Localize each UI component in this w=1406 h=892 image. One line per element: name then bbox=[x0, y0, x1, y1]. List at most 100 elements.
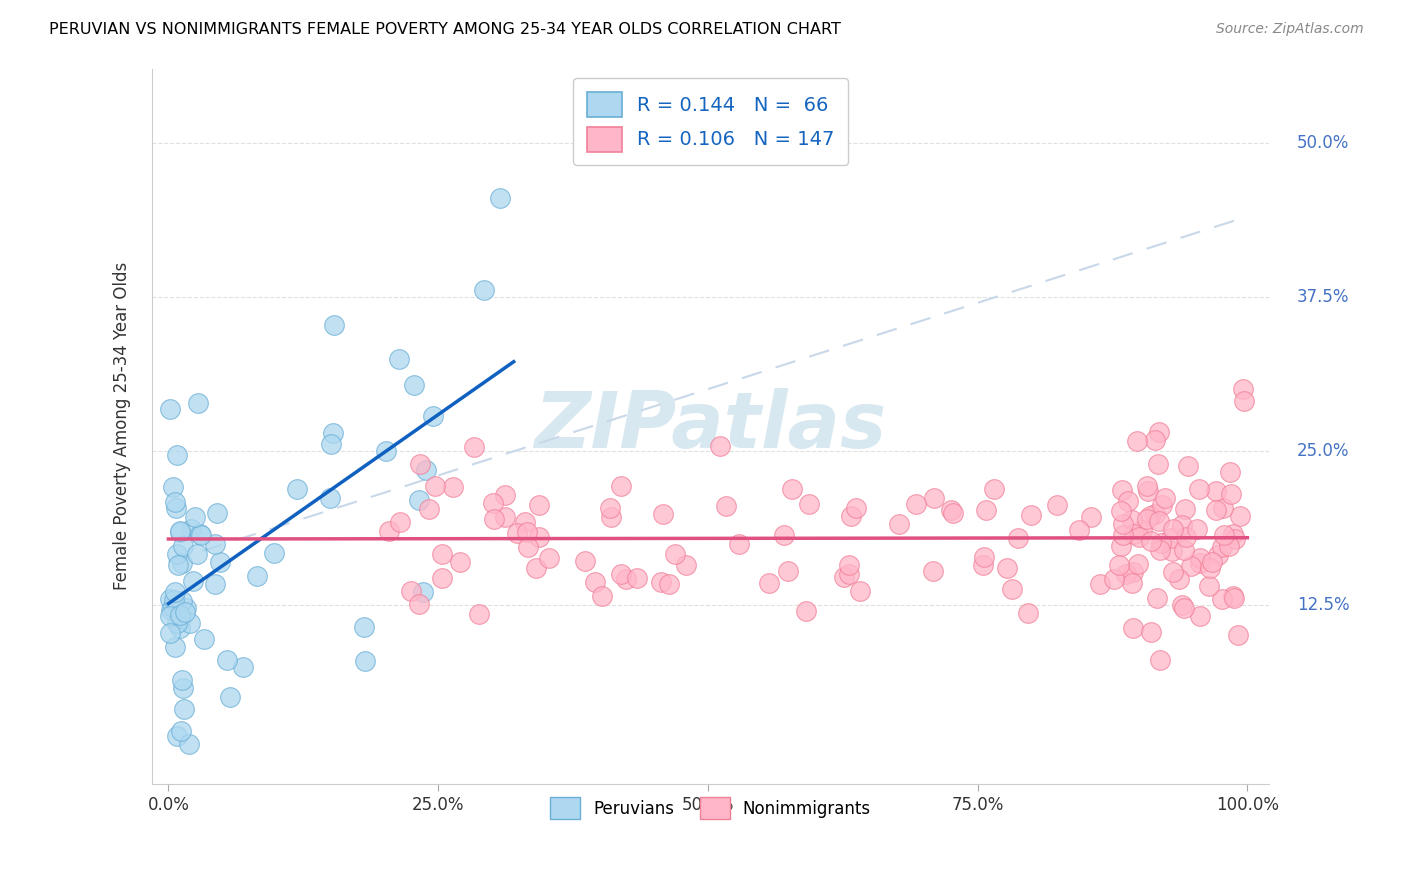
Point bbox=[778, 565, 800, 579]
Point bbox=[159, 592, 181, 607]
Point bbox=[675, 558, 697, 573]
Point bbox=[412, 584, 434, 599]
Point bbox=[169, 607, 191, 622]
Point bbox=[186, 547, 208, 561]
Point bbox=[165, 500, 187, 515]
Point bbox=[714, 500, 737, 514]
Point bbox=[179, 616, 201, 631]
Point bbox=[1173, 543, 1195, 558]
Point bbox=[1069, 523, 1091, 537]
Point bbox=[1189, 556, 1212, 570]
Point bbox=[922, 491, 945, 505]
Point bbox=[209, 556, 232, 570]
Point bbox=[174, 601, 197, 615]
Point bbox=[664, 547, 686, 561]
Point bbox=[1211, 591, 1233, 606]
Point bbox=[758, 575, 780, 590]
Point bbox=[1206, 548, 1229, 562]
Text: 12.5%: 12.5% bbox=[1296, 596, 1350, 614]
Point bbox=[658, 576, 681, 591]
Point bbox=[1112, 516, 1135, 531]
Point bbox=[188, 526, 211, 541]
Text: PERUVIAN VS NONIMMIGRANTS FEMALE POVERTY AMONG 25-34 YEAR OLDS CORRELATION CHART: PERUVIAN VS NONIMMIGRANTS FEMALE POVERTY… bbox=[49, 22, 841, 37]
Point bbox=[845, 501, 868, 516]
Point bbox=[1212, 528, 1234, 542]
Point bbox=[516, 540, 538, 554]
Point bbox=[1130, 524, 1153, 538]
Point bbox=[529, 499, 551, 513]
Point bbox=[1174, 530, 1197, 544]
Point bbox=[170, 556, 193, 570]
Point bbox=[983, 482, 1005, 496]
Point bbox=[218, 690, 240, 705]
Point bbox=[1180, 559, 1202, 574]
Point bbox=[1177, 458, 1199, 473]
Point bbox=[1199, 560, 1222, 574]
Point bbox=[179, 737, 201, 751]
Point bbox=[610, 567, 633, 582]
Point bbox=[232, 660, 254, 674]
Point bbox=[848, 584, 870, 599]
Point bbox=[1143, 433, 1166, 447]
Point bbox=[1128, 530, 1150, 544]
Point bbox=[163, 495, 186, 509]
Point bbox=[1174, 502, 1197, 516]
Point bbox=[609, 479, 631, 493]
Point bbox=[204, 537, 226, 551]
Point bbox=[170, 594, 193, 608]
Point bbox=[651, 508, 673, 522]
Point bbox=[1189, 608, 1212, 623]
Point bbox=[1149, 543, 1171, 558]
Point bbox=[1150, 498, 1173, 512]
Point bbox=[354, 654, 377, 668]
Point bbox=[173, 701, 195, 715]
Point bbox=[1232, 382, 1254, 396]
Point bbox=[972, 558, 994, 572]
Point bbox=[1116, 493, 1139, 508]
Point bbox=[166, 448, 188, 462]
Point bbox=[375, 443, 398, 458]
Point bbox=[319, 491, 342, 506]
Point bbox=[430, 570, 453, 584]
Point bbox=[323, 318, 346, 332]
Point bbox=[794, 604, 817, 618]
Point bbox=[1201, 555, 1223, 569]
Point bbox=[1126, 434, 1149, 449]
Point bbox=[159, 402, 181, 417]
Point bbox=[1017, 606, 1039, 620]
Point bbox=[159, 608, 181, 623]
Point bbox=[482, 511, 505, 525]
Point bbox=[515, 515, 537, 529]
Point bbox=[626, 571, 648, 585]
Point bbox=[1046, 498, 1069, 512]
Point bbox=[166, 547, 188, 561]
Point bbox=[1161, 544, 1184, 558]
Legend: Peruvians, Nonimmigrants: Peruvians, Nonimmigrants bbox=[544, 790, 877, 825]
Point bbox=[1188, 551, 1211, 566]
Point bbox=[1171, 518, 1194, 533]
Point bbox=[1222, 589, 1244, 603]
Point bbox=[1140, 534, 1163, 549]
Point bbox=[166, 616, 188, 631]
Point bbox=[494, 509, 516, 524]
Point bbox=[215, 653, 238, 667]
Text: 50.0%: 50.0% bbox=[1296, 134, 1350, 152]
Point bbox=[172, 539, 194, 553]
Point bbox=[505, 526, 527, 541]
Point bbox=[468, 607, 491, 621]
Point bbox=[1161, 522, 1184, 536]
Point bbox=[170, 724, 193, 739]
Point bbox=[1122, 621, 1144, 635]
Point bbox=[1147, 457, 1170, 471]
Point bbox=[616, 573, 638, 587]
Point bbox=[1219, 487, 1241, 501]
Point bbox=[526, 561, 548, 575]
Point bbox=[1001, 582, 1024, 596]
Point bbox=[650, 575, 672, 590]
Point bbox=[1149, 653, 1171, 667]
Point bbox=[772, 528, 794, 542]
Point bbox=[516, 524, 538, 539]
Point bbox=[172, 681, 194, 696]
Point bbox=[463, 440, 485, 454]
Point bbox=[170, 673, 193, 688]
